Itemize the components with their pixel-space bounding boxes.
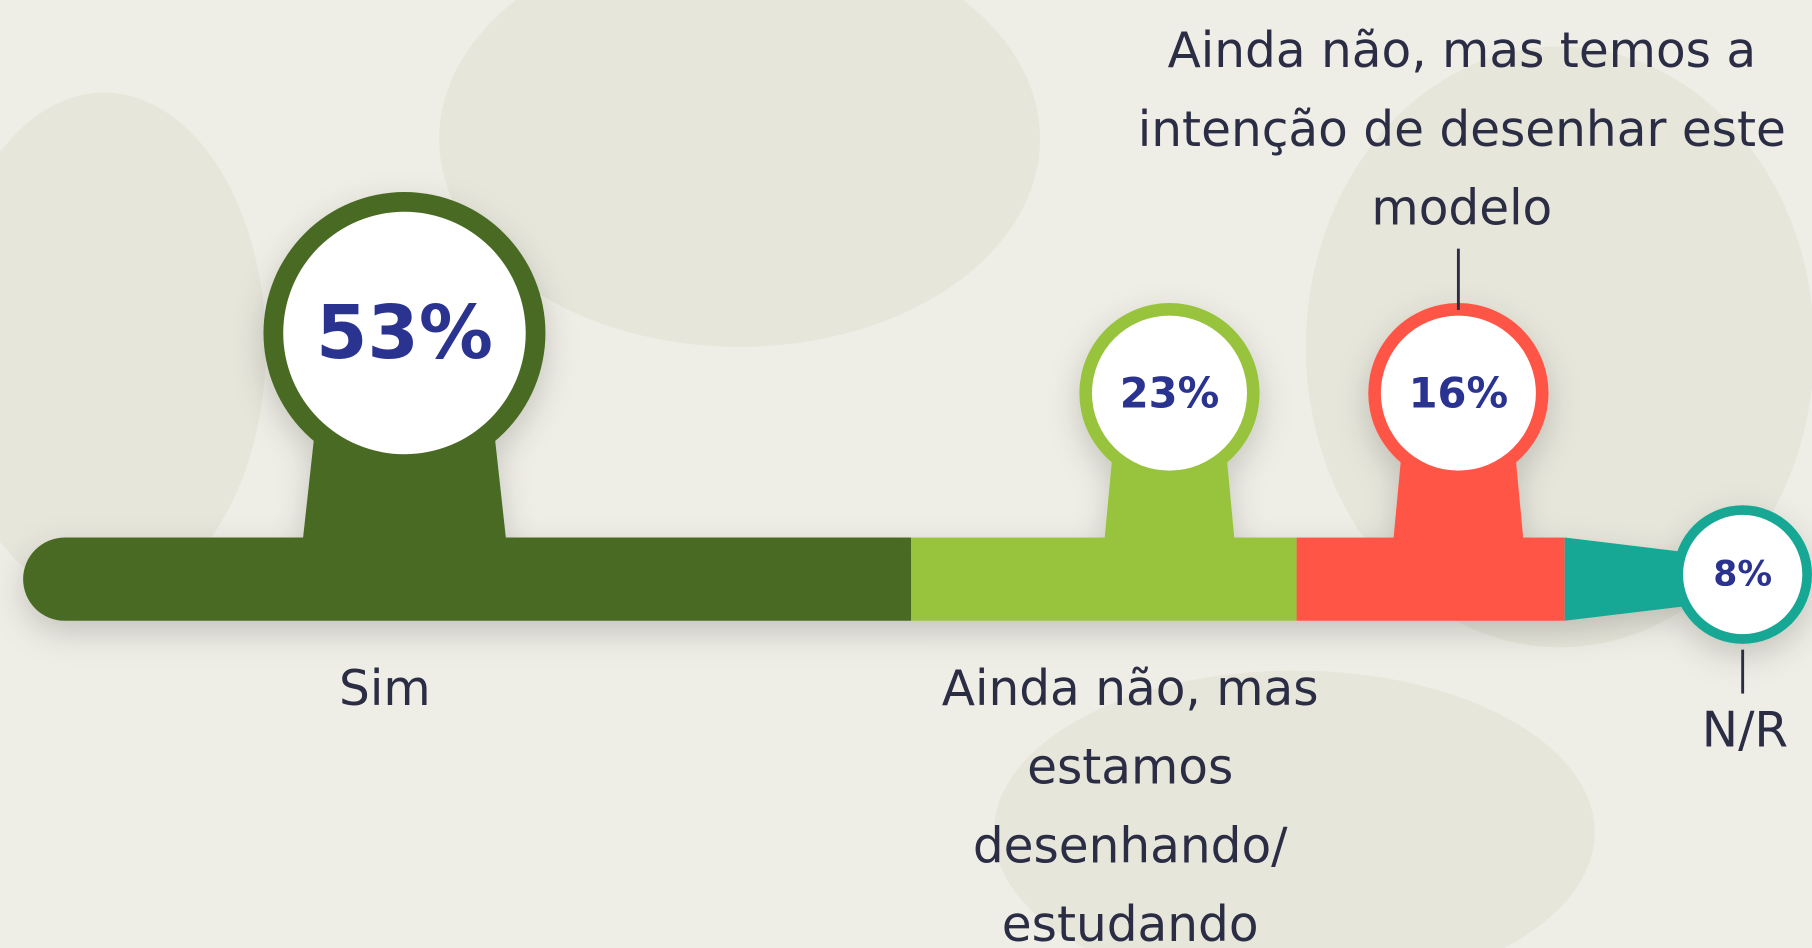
category-label: Ainda não, mas temos a intenção de desen… <box>1109 12 1812 248</box>
page: 53% 23% 16% 8% Sim Ainda não, mas estamos des… <box>0 0 1812 948</box>
bar-segment <box>1297 538 1565 621</box>
label-box: Ainda não, mas temos a intenção de desen… <box>1109 12 1812 312</box>
category-label: Ainda não, mas estamos desenhando/ estud… <box>888 650 1373 948</box>
label-box: Sim <box>211 650 558 948</box>
bar-segment <box>23 538 911 621</box>
category-label: Sim <box>211 650 558 729</box>
value-label: 16% <box>1409 369 1509 418</box>
value-label: 53% <box>316 290 493 376</box>
value-label: 8% <box>1713 555 1772 595</box>
category-label: N/R <box>1664 691 1812 770</box>
label-box: Ainda não, mas estamos desenhando/ estud… <box>888 650 1373 948</box>
label-box: N/R <box>1664 691 1812 948</box>
chart: 53% 23% 16% 8% Sim Ainda não, mas estamos des… <box>0 0 1812 948</box>
value-label: 23% <box>1120 369 1220 418</box>
bar-segment <box>911 538 1296 621</box>
